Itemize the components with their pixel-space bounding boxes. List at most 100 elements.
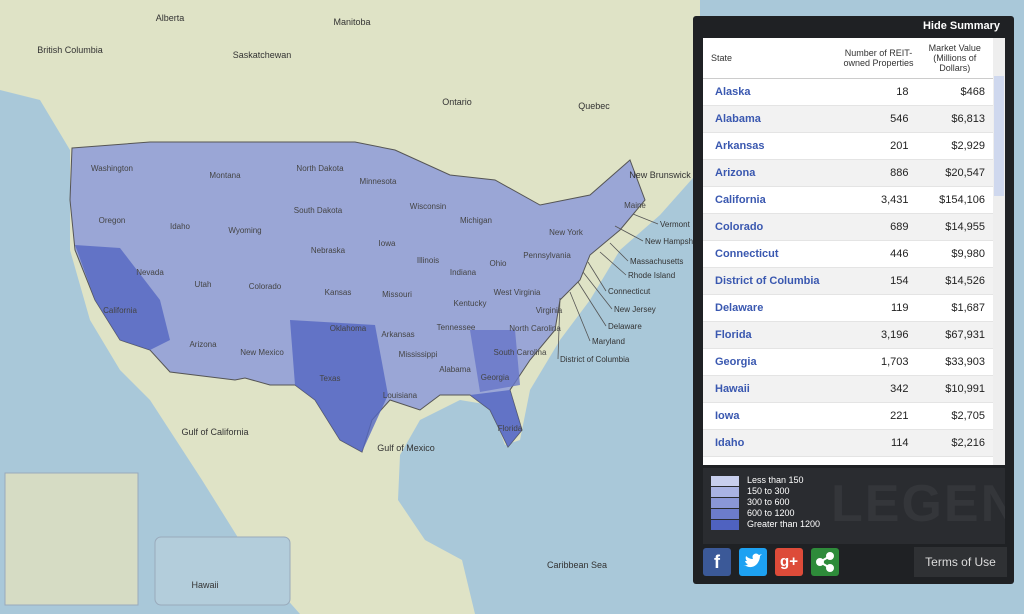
state-link[interactable]: California [703, 186, 841, 214]
table-cell: 18 [840, 78, 917, 106]
state-shape[interactable] [290, 320, 388, 452]
state-link[interactable]: Iowa [703, 402, 841, 430]
place-label: Alberta [156, 13, 185, 23]
state-link[interactable]: Delaware [703, 294, 841, 322]
place-label: Manitoba [333, 17, 370, 27]
place-label: Saskatchewan [233, 50, 292, 60]
table-row: District of Columbia 154 $14,526 [703, 267, 993, 295]
table-cell: 119 [840, 294, 917, 322]
table-header: State [703, 38, 841, 79]
state-link[interactable]: Georgia [703, 348, 841, 376]
state-link[interactable]: Arizona [703, 159, 841, 187]
scroll-thumb[interactable] [994, 76, 1004, 196]
table-cell: 3,196 [840, 321, 917, 349]
hawaii-inset[interactable] [154, 536, 291, 606]
table-cell: $33,903 [916, 348, 993, 376]
table-row: Alaska 18 $468 [703, 78, 993, 106]
callout-line [569, 291, 591, 342]
legend-label: 600 to 1200 [747, 508, 795, 518]
place-label: Caribbean Sea [547, 560, 607, 570]
state-label: Utah [195, 280, 212, 289]
state-label: Oklahoma [330, 324, 367, 333]
state-label: Iowa [379, 239, 396, 248]
state-shape[interactable] [75, 245, 170, 350]
table-cell: 154 [840, 267, 917, 295]
state-link[interactable]: Alabama [703, 105, 841, 133]
callout-label: Massachusetts [630, 257, 683, 266]
legend-label: Less than 150 [747, 475, 804, 485]
legend-swatch [711, 487, 739, 497]
table: State Number of REIT-owned Properties Mark… [703, 38, 993, 465]
table-row: California 3,431 $154,106 [703, 186, 993, 214]
state-label: North Carolina [509, 324, 561, 333]
callout-label: Connecticut [608, 287, 651, 296]
table-row: Hawaii 342 $10,991 [703, 375, 993, 403]
state-label: Louisiana [383, 391, 418, 400]
state-link[interactable]: Idaho [703, 429, 841, 457]
state-label: Oregon [99, 216, 126, 225]
table-cell: 3,431 [840, 186, 917, 214]
callout-line [557, 297, 561, 360]
state-label: Kentucky [454, 299, 487, 308]
alaska-inset[interactable] [4, 472, 139, 606]
table-cell: 546 [840, 105, 917, 133]
table-row: Florida 3,196 $67,931 [703, 321, 993, 349]
state-label: Virginia [536, 306, 563, 315]
share-icon [816, 552, 834, 572]
google-plus-button[interactable]: g+ [775, 548, 803, 576]
state-link[interactable]: Illinois [703, 456, 841, 465]
table-row: Arizona 886 $20,547 [703, 159, 993, 187]
legend-swatch [711, 520, 739, 530]
legend-watermark: LEGEND [831, 475, 1005, 533]
state-label: New York [549, 228, 584, 237]
state-label: New Mexico [240, 348, 284, 357]
table-cell: $10,991 [916, 375, 993, 403]
state-label: Wisconsin [410, 202, 446, 211]
table-row: Illinois1,436$35,344 [703, 456, 993, 465]
state-shape[interactable] [470, 390, 522, 447]
hide-summary[interactable]: Hide Summary [922, 20, 1000, 32]
share-button[interactable] [811, 548, 839, 576]
state-label: Wyoming [228, 226, 261, 235]
state-label: Pennsylvania [523, 251, 571, 260]
legend-swatch [711, 498, 739, 508]
callout-label: New Jersey [614, 305, 656, 314]
state-link[interactable]: Alaska [703, 78, 841, 106]
state-shape[interactable] [470, 330, 520, 392]
table-row: Idaho 114 $2,216 [703, 429, 993, 457]
twitter-button[interactable] [739, 548, 767, 576]
table-cell: 114 [840, 429, 917, 457]
table-cell: $2,216 [916, 429, 993, 457]
table-cell: 689 [840, 213, 917, 241]
state-link[interactable]: Colorado [703, 213, 841, 241]
table-cell: $67,931 [916, 321, 993, 349]
state-label: South Carolina [494, 348, 547, 357]
callout-line [582, 271, 613, 310]
state-label: Florida [498, 424, 523, 433]
state-label: South Dakota [294, 206, 343, 215]
place-label: British Columbia [37, 45, 103, 55]
state-label: Texas [320, 374, 341, 383]
callout-line [614, 225, 644, 242]
state-link[interactable]: Hawaii [703, 375, 841, 403]
state-label: Arizona [189, 340, 217, 349]
terms-of-use[interactable]: Terms of Use [914, 547, 1007, 577]
state-link[interactable]: District of Columbia [703, 267, 841, 295]
callout-line [577, 281, 607, 327]
summary-panel: Hide Summary State Number of REIT-owned P… [693, 16, 1014, 584]
facebook-button[interactable]: f [703, 548, 731, 576]
summary-table: State Number of REIT-owned Properties Mark… [703, 38, 1005, 465]
state-link[interactable]: Arkansas [703, 132, 841, 160]
state-link[interactable]: Connecticut [703, 240, 841, 268]
place-label: Gulf of California [181, 427, 248, 437]
scrollbar[interactable] [993, 38, 1005, 465]
table-cell: $2,705 [916, 402, 993, 430]
state-link[interactable]: Florida [703, 321, 841, 349]
table-cell: 1,436 [840, 456, 917, 465]
state-label: Michigan [460, 216, 492, 225]
state-label: North Dakota [296, 164, 344, 173]
callout-label: Rhode Island [628, 271, 675, 280]
table-row: Alabama 546 $6,813 [703, 105, 993, 133]
table-cell: 221 [840, 402, 917, 430]
